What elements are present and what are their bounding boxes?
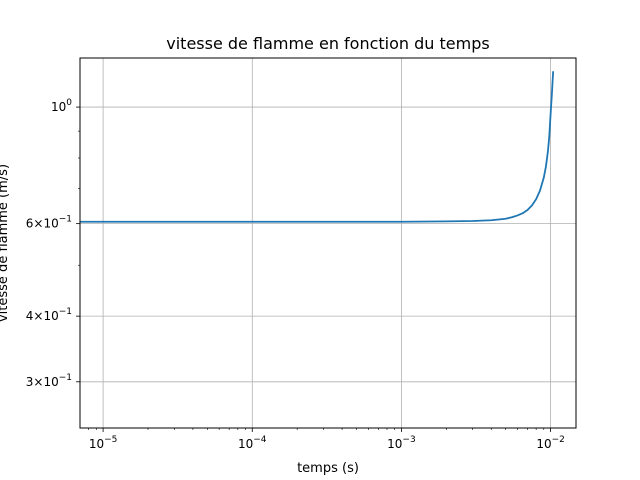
y-tick-exponent: −1 <box>59 307 72 317</box>
y-tick-label: 3×10−1 <box>26 373 72 389</box>
x-tick-base: 10 <box>89 437 104 451</box>
x-tick-exponent: −2 <box>552 435 565 445</box>
x-tick-base: 10 <box>238 437 253 451</box>
y-tick-base: 10 <box>43 375 58 389</box>
y-tick-base: 10 <box>43 217 58 231</box>
x-tick-exponent: −4 <box>253 435 267 445</box>
y-tick-exponent: −1 <box>59 215 72 225</box>
y-tick-mantissa: 4× <box>26 309 44 323</box>
y-tick-base: 10 <box>43 309 58 323</box>
y-axis-label: vitesse de flamme (m/s) <box>0 164 11 322</box>
x-tick-label: 10−4 <box>238 435 267 451</box>
y-tick-label: 100 <box>51 98 72 114</box>
y-tick-base: 10 <box>51 100 66 114</box>
y-tick-mantissa: 3× <box>26 375 44 389</box>
x-tick-base: 10 <box>387 437 402 451</box>
x-tick-exponent: −5 <box>104 435 117 445</box>
chart-title: vitesse de flamme en fonction du temps <box>166 34 489 53</box>
y-tick-exponent: 0 <box>66 98 72 108</box>
plot-area <box>80 71 555 223</box>
series-line <box>80 71 555 223</box>
x-axis-label: temps (s) <box>297 461 359 476</box>
x-tick-base: 10 <box>536 437 551 451</box>
axes-frame <box>79 57 577 429</box>
y-tick-mantissa: 6× <box>26 217 44 231</box>
y-tick-label: 6×10−1 <box>26 215 72 231</box>
y-tick-label: 4×10−1 <box>26 307 72 323</box>
x-tick-label: 10−3 <box>387 435 416 451</box>
y-tick-exponent: −1 <box>59 373 72 383</box>
x-tick-label: 10−2 <box>536 435 565 451</box>
x-axis-ticks: 10−5 10−4 10−3 10−2 <box>88 428 565 451</box>
x-tick-exponent: −3 <box>402 435 415 445</box>
x-tick-label: 10−5 <box>89 435 118 451</box>
